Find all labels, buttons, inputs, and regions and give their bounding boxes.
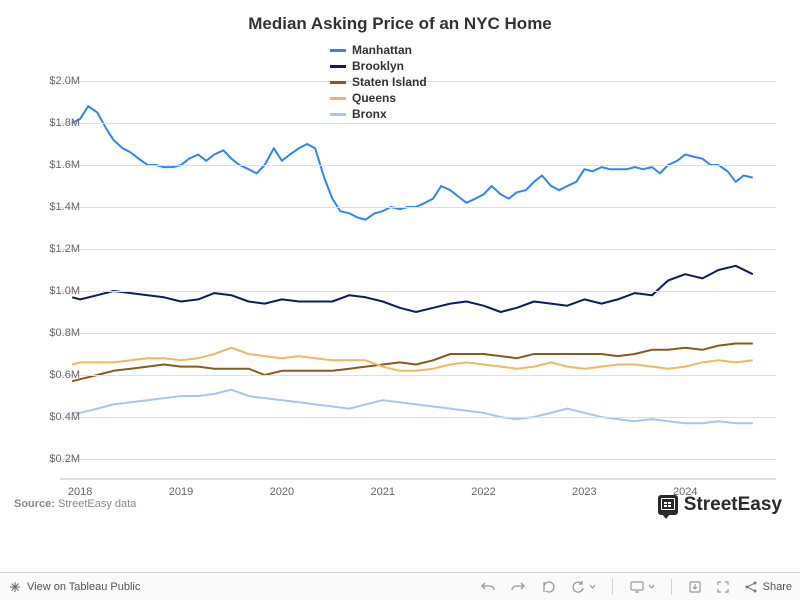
view-on-tableau-link[interactable]: View on Tableau Public [8, 580, 140, 594]
share-icon [744, 580, 758, 594]
y-axis-label: $0.4M [49, 411, 80, 423]
legend-swatch [330, 65, 346, 68]
x-axis-label: 2018 [68, 486, 92, 498]
legend-label: Manhattan [352, 43, 412, 57]
legend: Manhattan Brooklyn Staten Island Queens Bron… [330, 42, 427, 122]
redo-button[interactable] [510, 580, 526, 594]
chart-title: Median Asking Price of an NYC Home [0, 0, 800, 34]
legend-swatch [330, 49, 346, 52]
y-axis-label: $1.8M [49, 117, 80, 129]
toolbar: View on Tableau Public Share [0, 572, 800, 600]
building-icon [658, 495, 678, 515]
legend-label: Staten Island [352, 75, 427, 89]
x-axis-label: 2019 [169, 486, 193, 498]
legend-swatch [330, 81, 346, 84]
plot-area [60, 60, 776, 480]
refresh-button[interactable] [570, 580, 596, 594]
legend-item[interactable]: Staten Island [330, 74, 427, 90]
legend-item[interactable]: Manhattan [330, 42, 427, 58]
source-value: StreetEasy data [58, 498, 136, 510]
x-axis-label: 2021 [370, 486, 394, 498]
chevron-down-icon [648, 584, 655, 589]
y-axis-label: $1.0M [49, 285, 80, 297]
legend-label: Brooklyn [352, 59, 404, 73]
y-axis-label: $0.2M [49, 453, 80, 465]
source-label: Source: [14, 498, 55, 510]
toolbar-left: View on Tableau Public [8, 580, 476, 594]
y-axis-label: $1.4M [49, 201, 80, 213]
replay-button[interactable] [540, 580, 556, 594]
y-axis-label: $2.0M [49, 75, 80, 87]
chevron-down-icon [589, 584, 596, 589]
fullscreen-button[interactable] [716, 580, 730, 594]
undo-button[interactable] [480, 580, 496, 594]
y-axis-label: $1.6M [49, 159, 80, 171]
share-button[interactable]: Share [744, 580, 792, 594]
y-axis-label: $1.2M [49, 243, 80, 255]
tableau-icon [8, 580, 22, 594]
brand-name: StreetEasy [684, 494, 782, 516]
legend-item[interactable]: Brooklyn [330, 58, 427, 74]
y-axis-label: $0.8M [49, 327, 80, 339]
toolbar-separator [612, 579, 613, 595]
series-brooklyn [72, 266, 753, 312]
series-bronx [72, 390, 753, 424]
x-axis-label: 2024 [673, 486, 697, 498]
share-label: Share [763, 581, 792, 593]
chart-container: Median Asking Price of an NYC Home Manha… [0, 0, 800, 560]
view-link-label: View on Tableau Public [27, 581, 140, 593]
x-axis-label: 2023 [572, 486, 596, 498]
x-axis-label: 2020 [270, 486, 294, 498]
source-text: Source: StreetEasy data [14, 498, 136, 510]
series-queens [72, 348, 753, 371]
legend-swatch [330, 113, 346, 116]
legend-item[interactable]: Queens [330, 90, 427, 106]
legend-item[interactable]: Bronx [330, 106, 427, 122]
download-button[interactable] [688, 580, 702, 594]
toolbar-separator [671, 579, 672, 595]
x-axis-label: 2022 [471, 486, 495, 498]
legend-label: Queens [352, 91, 396, 105]
toolbar-right: Share [480, 579, 792, 595]
legend-label: Bronx [352, 107, 387, 121]
legend-swatch [330, 97, 346, 100]
y-axis-label: $0.6M [49, 369, 80, 381]
device-preview-button[interactable] [629, 580, 655, 594]
